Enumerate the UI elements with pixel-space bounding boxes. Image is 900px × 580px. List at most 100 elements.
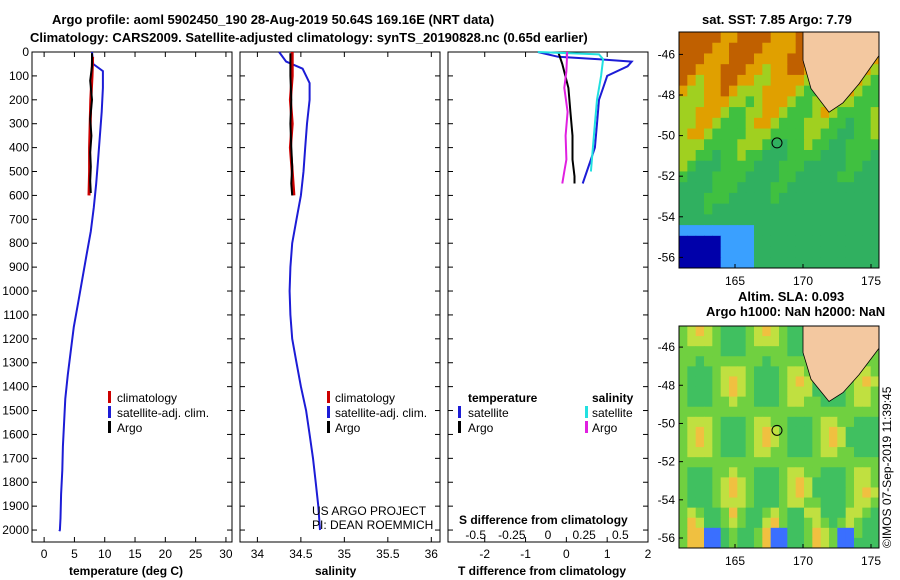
map-cell bbox=[787, 96, 797, 108]
map-cell bbox=[720, 386, 730, 398]
map-cell bbox=[712, 326, 722, 337]
map-cell bbox=[795, 376, 805, 388]
map-cell bbox=[870, 447, 880, 458]
map-cell bbox=[729, 128, 738, 140]
map-cell bbox=[687, 235, 697, 248]
map-cell bbox=[704, 128, 713, 140]
map-cell bbox=[704, 406, 713, 418]
map-cell bbox=[679, 406, 688, 418]
map-cell bbox=[762, 225, 772, 237]
map-cell bbox=[745, 437, 755, 448]
map-cell bbox=[729, 437, 738, 448]
map-cell bbox=[804, 517, 813, 529]
map-cell bbox=[745, 396, 755, 408]
map-cell bbox=[729, 376, 738, 388]
map-cell bbox=[712, 171, 722, 183]
map-cell bbox=[795, 366, 805, 377]
map-cell bbox=[762, 171, 772, 183]
map-cell bbox=[837, 257, 847, 269]
map-cell bbox=[854, 107, 863, 119]
map-cell bbox=[845, 214, 855, 226]
map-cell bbox=[720, 225, 730, 237]
map-cell bbox=[754, 171, 763, 183]
map-cell bbox=[820, 437, 830, 448]
map-cell bbox=[862, 447, 872, 458]
map-cell bbox=[762, 150, 772, 162]
map-cell bbox=[804, 192, 813, 205]
map-cell bbox=[687, 85, 697, 97]
map-cell bbox=[737, 160, 747, 172]
map-cell bbox=[745, 376, 755, 388]
map-cell bbox=[720, 416, 730, 428]
map-cell bbox=[795, 406, 805, 418]
map-cell bbox=[687, 257, 697, 269]
map-cell bbox=[870, 487, 880, 499]
map-cell bbox=[787, 426, 797, 438]
map-cell bbox=[854, 507, 863, 519]
map-cell bbox=[754, 326, 763, 337]
map-cell bbox=[862, 517, 872, 529]
map-cell bbox=[737, 53, 747, 65]
map-cell bbox=[679, 326, 688, 337]
map-cell bbox=[829, 487, 838, 499]
map-cell bbox=[695, 192, 705, 205]
map-cell bbox=[745, 214, 755, 226]
map-cell bbox=[770, 426, 780, 438]
map-cell bbox=[870, 467, 880, 478]
map-cell bbox=[762, 406, 772, 418]
map-cell bbox=[812, 386, 822, 398]
map-cell bbox=[779, 85, 788, 97]
map-cell bbox=[695, 150, 705, 162]
temperature-panel: 0100200300400500600700800900100011001200… bbox=[2, 45, 233, 561]
series-line-satellite-adj-clim- bbox=[278, 51, 321, 531]
legend-heading-salinity: salinity bbox=[592, 391, 634, 405]
map-cell bbox=[687, 527, 697, 539]
map-cell bbox=[737, 42, 747, 54]
s-tick-label: 0.5 bbox=[612, 528, 629, 542]
map-cell bbox=[704, 192, 713, 205]
legend-heading-temperature: temperature bbox=[468, 391, 538, 405]
map-cell bbox=[762, 107, 772, 119]
map-cell bbox=[754, 416, 763, 428]
y-tick-label: 1500 bbox=[2, 404, 29, 418]
map-cell bbox=[720, 457, 730, 468]
map-cell bbox=[820, 447, 830, 458]
map-cell bbox=[712, 257, 722, 269]
map-cell bbox=[870, 64, 880, 76]
map-cell bbox=[854, 386, 863, 398]
map-cell bbox=[687, 192, 697, 205]
map-cell bbox=[704, 457, 713, 468]
map-cell bbox=[762, 467, 772, 478]
map-cell bbox=[704, 160, 713, 172]
map-cell bbox=[679, 426, 688, 438]
map-cell bbox=[729, 406, 738, 418]
map-cell bbox=[804, 203, 813, 215]
map-cell bbox=[745, 326, 755, 337]
map-cell bbox=[695, 426, 705, 438]
map-cell bbox=[704, 527, 713, 539]
map-cell bbox=[854, 128, 863, 140]
map-cell bbox=[837, 225, 847, 237]
map-cell bbox=[770, 74, 780, 87]
map-cell bbox=[687, 376, 697, 388]
map-cell bbox=[704, 53, 713, 65]
map-cell bbox=[862, 246, 872, 258]
map-cell bbox=[745, 74, 755, 87]
map-cell bbox=[687, 467, 697, 478]
map-cell bbox=[754, 346, 763, 357]
map-cell bbox=[679, 467, 688, 478]
map-cell bbox=[854, 497, 863, 509]
map-cell bbox=[754, 336, 763, 347]
map-cell bbox=[829, 457, 838, 468]
map-cell bbox=[862, 396, 872, 408]
map-cell bbox=[729, 517, 738, 529]
map-cell bbox=[770, 467, 780, 478]
map-cell bbox=[845, 139, 855, 151]
legend-label-s-argo: Argo bbox=[592, 421, 618, 435]
legend-label-climatology: climatology bbox=[117, 391, 177, 405]
y-tick-label: 1200 bbox=[2, 332, 29, 346]
map-cell bbox=[687, 182, 697, 194]
map-cell bbox=[712, 537, 722, 549]
map-cell bbox=[754, 537, 763, 549]
map-cell bbox=[745, 386, 755, 398]
